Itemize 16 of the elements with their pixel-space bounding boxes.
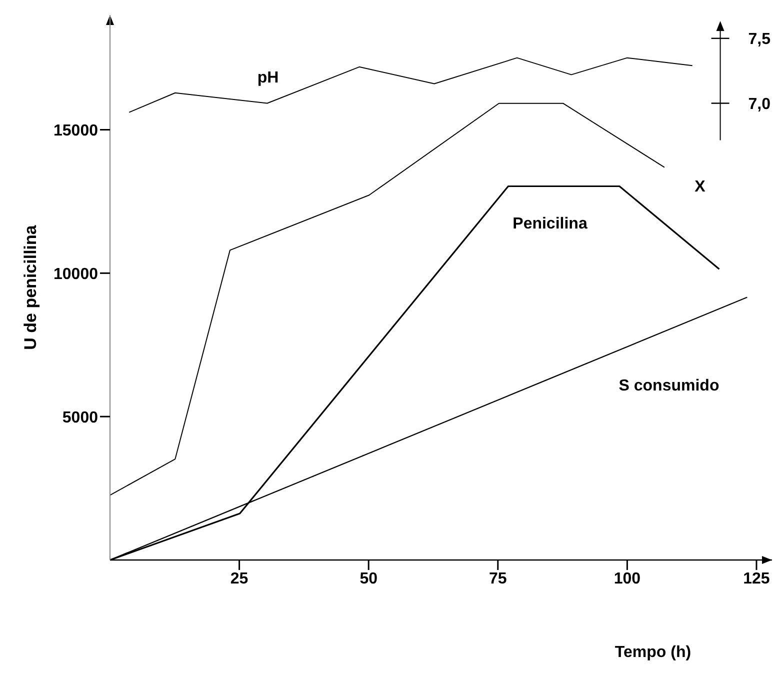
y-axis-title: U de penicillina: [21, 224, 40, 350]
x-tick-label: 25: [230, 570, 248, 588]
x-tick-label: 75: [488, 570, 507, 588]
y2-tick-label: 7,0: [748, 96, 771, 113]
y-tick-label: 5000: [62, 409, 98, 426]
series-label: pH: [257, 70, 279, 87]
y-tick-label: 15000: [54, 122, 98, 140]
y2-tick-label: 7,5: [748, 30, 771, 48]
x-tick-label: 50: [360, 570, 378, 588]
x-axis-title: Tempo (h): [614, 644, 692, 661]
text: X: [694, 178, 706, 196]
y-tick-label: 10000: [54, 266, 98, 283]
series-label: Penicilina: [512, 216, 588, 233]
series-label: S consumido: [618, 378, 720, 395]
x-tick-label: 125: [743, 570, 770, 588]
x-tick-label: 100: [614, 570, 641, 588]
